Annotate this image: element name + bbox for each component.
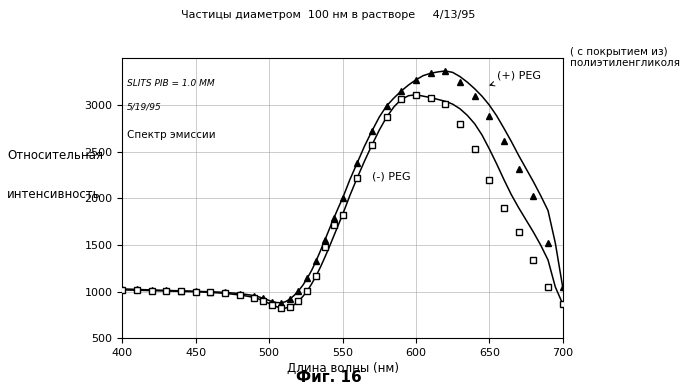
Text: SLITS PIB = 1.0 MM: SLITS PIB = 1.0 MM (127, 79, 215, 88)
X-axis label: Длина волны (нм): Длина волны (нм) (287, 362, 398, 375)
Text: (+) PEG: (+) PEG (490, 71, 540, 86)
Text: интенсивность: интенсивность (7, 188, 101, 201)
Text: (-) PEG: (-) PEG (372, 172, 410, 182)
Text: 5/19/95: 5/19/95 (127, 103, 161, 112)
Text: ( с покрытием из)
полиэтиленгликоля: ( с покрытием из) полиэтиленгликоля (570, 47, 679, 68)
Text: Относительная: Относительная (7, 149, 103, 162)
Text: Фиг. 16: Фиг. 16 (296, 370, 361, 385)
Text: Частицы диаметром  100 нм в растворе     4/13/95: Частицы диаметром 100 нм в растворе 4/13… (181, 10, 476, 20)
Text: Спектр эмиссии: Спектр эмиссии (127, 130, 215, 140)
